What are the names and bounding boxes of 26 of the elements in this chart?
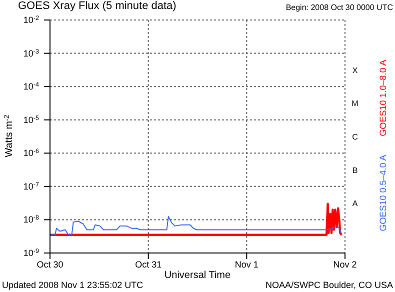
text: GOES10 1.0–8.0 A bbox=[378, 60, 388, 136]
y-tick-label: 10$^{-9}$ bbox=[23, 248, 40, 258]
text: X bbox=[352, 66, 358, 75]
y-tick-label: 10$^{-2}$ bbox=[23, 14, 40, 25]
x-tick-label: Oct 31 bbox=[135, 259, 162, 270]
text: C bbox=[352, 132, 358, 142]
x-tick-label: Oct 30 bbox=[36, 259, 64, 270]
x-axis-title: Universal Time bbox=[164, 270, 231, 281]
chart-title: GOES Xray Flux (5 minute data) bbox=[18, 0, 176, 12]
line-series bbox=[50, 202, 343, 236]
y-tick-label: 10$^{-6}$ bbox=[23, 148, 40, 158]
text: A bbox=[352, 199, 358, 208]
y-tick-label: 10$^{-4}$ bbox=[23, 81, 40, 92]
text: NOAA/SWPC Boulder, CO USA bbox=[265, 280, 393, 290]
x-tick-label: Nov 2 bbox=[333, 259, 357, 270]
text: B bbox=[352, 166, 358, 175]
line-series bbox=[50, 216, 342, 236]
text: M bbox=[352, 99, 359, 108]
y-tick-label: 10$^{-8}$ bbox=[23, 214, 40, 225]
y-tick-label: 10$^{-3}$ bbox=[23, 48, 40, 58]
text: GOES10 0.5–4.0 A bbox=[378, 154, 388, 232]
text: Updated 2008 Nov 1 23:55:02 UTC bbox=[2, 280, 144, 290]
chart-subtitle: Begin: 2008 Oct 30 0000 UTC bbox=[286, 3, 393, 12]
y-tick-label: 10$^{-5}$ bbox=[23, 114, 40, 125]
y-tick-label: 10$^{-7}$ bbox=[23, 180, 40, 192]
x-tick-label: Nov 1 bbox=[234, 259, 258, 270]
